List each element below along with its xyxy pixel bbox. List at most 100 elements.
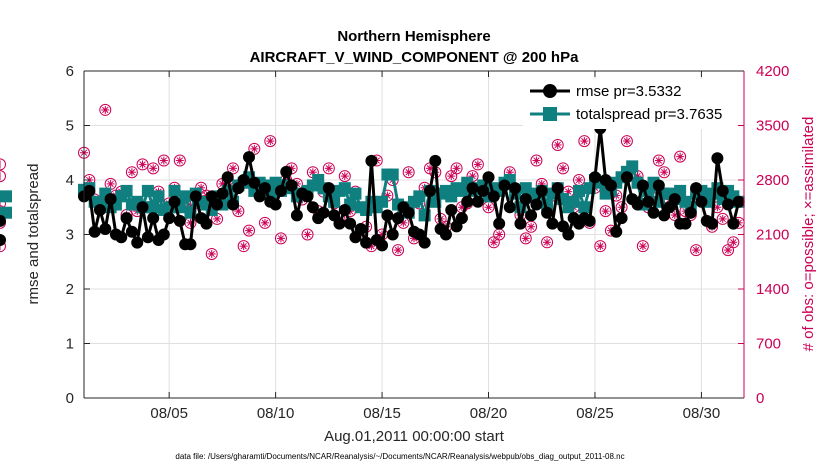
obs-point — [466, 170, 479, 183]
obs-assimilated-stroke — [128, 169, 136, 176]
rmse-point — [360, 236, 373, 249]
totalspread-point — [147, 201, 160, 214]
obs-assimilated-stroke — [714, 204, 721, 211]
obs-assimilated-stroke — [730, 239, 737, 246]
rmse-point — [583, 214, 596, 227]
obs-assimilated-stroke — [639, 242, 647, 250]
rmse-point — [631, 198, 644, 211]
chart-title-line2: AIRCRAFT_V_WIND_COMPONENT @ 200 hPa — [250, 49, 580, 66]
obs-point — [243, 224, 255, 237]
obs-possible-marker — [727, 236, 740, 249]
obs-assimilated-stroke — [676, 153, 684, 160]
obs-point — [525, 220, 538, 233]
rmse-point — [227, 198, 240, 211]
y2-tick-label: 0 — [756, 390, 764, 407]
rmse-point — [301, 190, 314, 203]
obs-point — [482, 201, 495, 214]
obs-point — [227, 162, 240, 175]
rmse-point — [168, 195, 181, 208]
rmse-point — [381, 209, 394, 222]
rmse-point — [706, 217, 719, 230]
x-axis-label: Aug.01,2011 00:00:00 start — [324, 428, 505, 445]
obs-possible-marker — [243, 224, 255, 237]
x-tick-label: 08/25 — [576, 405, 614, 422]
legend: rmse pr=3.5332 totalspread pr=3.7635 — [523, 79, 737, 129]
obs-assimilated-stroke — [426, 165, 434, 172]
obs-possible-marker — [136, 158, 149, 171]
obs-possible-marker — [471, 158, 484, 171]
obs-point — [594, 240, 607, 253]
rmse-point — [243, 151, 255, 164]
obs-assimilated-stroke — [660, 169, 668, 176]
obs-assimilated-stroke — [692, 246, 700, 254]
legend-box — [523, 79, 737, 129]
rmse-point — [493, 217, 506, 230]
totalspread-point — [413, 190, 426, 203]
totalspread-point — [338, 182, 351, 195]
totalspread-point — [120, 184, 133, 197]
rmse-point — [88, 225, 101, 238]
obs-possible-marker — [338, 170, 351, 183]
obs-point — [274, 232, 287, 245]
obs-assimilated-stroke — [490, 239, 498, 246]
obs-point — [727, 236, 740, 249]
rmse-point — [237, 174, 250, 186]
rmse-point — [530, 198, 543, 211]
obs-possible-marker — [0, 240, 6, 253]
rmse-point — [418, 236, 431, 249]
totalspread-point — [349, 187, 362, 200]
rmse-point — [647, 206, 660, 219]
obs-assimilated-stroke — [485, 204, 492, 211]
rmse-point — [322, 182, 335, 195]
obs-point — [573, 174, 585, 186]
obs-assimilated-stroke — [394, 246, 402, 254]
legend-rmse-marker — [543, 84, 557, 98]
obs-assimilated-stroke — [160, 157, 168, 164]
x-tick-label: 08/20 — [470, 405, 508, 422]
rmse-point — [141, 231, 154, 244]
y2-tick-label: 2100 — [756, 227, 789, 244]
obs-point — [716, 212, 729, 225]
rmse-point — [258, 182, 271, 195]
obs-possible-marker — [227, 162, 240, 175]
obs-point — [104, 177, 117, 190]
obs-point — [338, 170, 351, 183]
rmse-point — [136, 201, 149, 214]
obs-point — [173, 154, 186, 167]
totalspread-point — [626, 160, 639, 173]
obs-possible-marker — [205, 247, 218, 260]
obs-assimilated-stroke — [208, 250, 215, 258]
rmse-point — [248, 176, 261, 189]
rmse-point — [636, 179, 649, 192]
obs-assimilated-stroke — [341, 172, 348, 180]
obs-point — [578, 135, 591, 148]
obs-point — [599, 205, 612, 218]
obs-point — [551, 138, 564, 151]
obs-possible-marker — [578, 135, 591, 148]
rmse-point — [525, 209, 538, 222]
y-tick-label: 1 — [66, 336, 74, 353]
obs-assimilated-stroke — [229, 165, 237, 172]
totalspread-point — [386, 168, 399, 181]
rmse-series — [0, 122, 745, 252]
rmse-point — [615, 212, 628, 225]
rmse-point — [541, 206, 554, 219]
rmse-point — [690, 182, 703, 195]
x-tick-label: 08/15 — [363, 405, 401, 422]
obs-possible-marker — [557, 162, 570, 175]
obs-possible-marker — [0, 158, 6, 171]
obs-point — [258, 216, 271, 229]
obs-assimilated-stroke — [102, 106, 109, 114]
rmse-point — [0, 233, 6, 246]
rmse-point — [716, 184, 729, 197]
x-tick-label: 08/10 — [257, 405, 295, 422]
rmse-point — [354, 223, 367, 236]
y-tick-label: 6 — [66, 63, 74, 80]
rmse-point — [732, 195, 745, 208]
obs-assimilated-stroke — [277, 235, 285, 242]
rmse-point — [455, 212, 468, 225]
rmse-point — [344, 217, 357, 230]
obs-point — [99, 103, 112, 116]
obs-possible-marker — [274, 232, 287, 245]
rmse-point — [679, 217, 692, 230]
